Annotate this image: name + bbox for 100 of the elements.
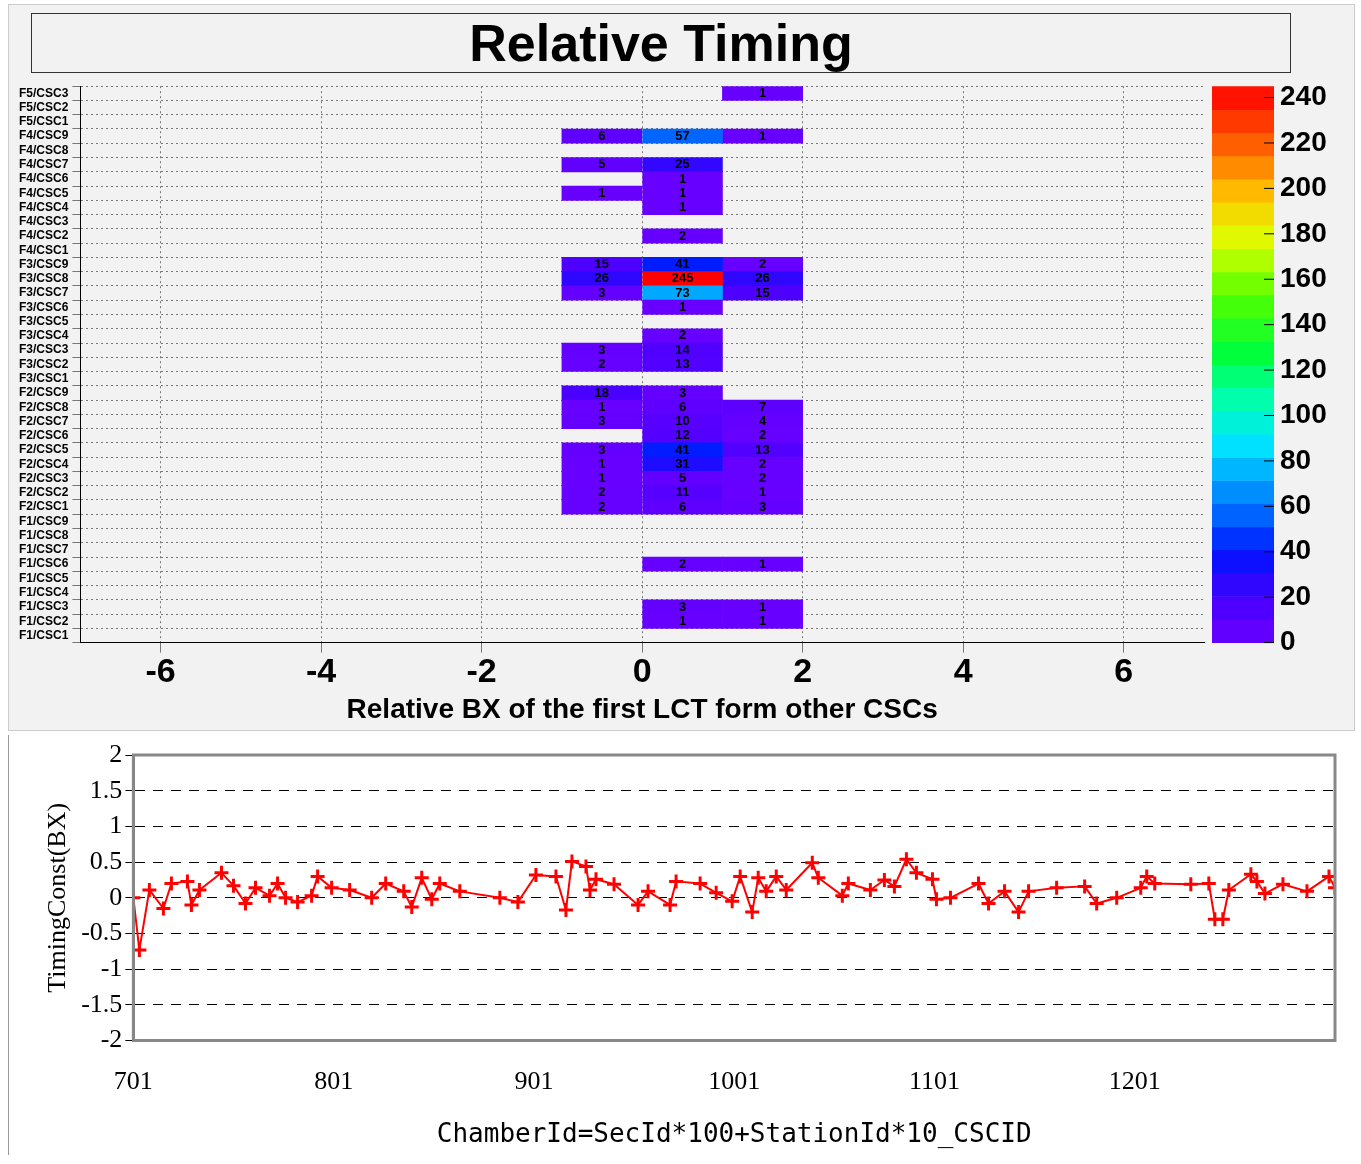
color-bar-label: 100 [1280, 398, 1327, 430]
data-label: 1 [758, 555, 767, 571]
x-tick-label: -4 [306, 651, 337, 690]
y-tick-label: F3/CSC6 [18, 299, 69, 314]
color-bar-label: 220 [1280, 125, 1327, 157]
y-tick-label: -0.5 [81, 917, 123, 947]
y-tick-label: F1/CSC5 [18, 570, 69, 585]
y-tick-label: F4/CSC8 [18, 142, 69, 157]
data-label: 13 [755, 441, 770, 457]
data-label: 2 [758, 470, 767, 486]
y-tick-label: F2/CSC8 [18, 399, 69, 414]
data-label: 1 [758, 612, 767, 628]
data-label: 6 [678, 498, 687, 514]
color-bar-label: 160 [1280, 261, 1327, 293]
data-label: 1 [758, 84, 767, 100]
color-bar-label: 140 [1280, 307, 1327, 339]
data-label: 1 [758, 598, 767, 614]
y-tick-label: F1/CSC2 [18, 613, 69, 628]
data-label: 1 [678, 184, 687, 200]
data-label: 26 [755, 270, 770, 286]
color-bar-label: 80 [1280, 443, 1312, 475]
x-tick-label: -2 [466, 651, 497, 690]
data-label: 2 [598, 355, 606, 371]
y-tick-label: F4/CSC3 [18, 214, 69, 229]
y-tick-label: F3/CSC4 [18, 328, 69, 343]
y-tick-label: F1/CSC1 [18, 627, 69, 642]
y-tick-label: F4/CSC9 [18, 128, 69, 143]
data-label: 11 [675, 484, 690, 500]
y-tick-label: F1/CSC6 [18, 556, 69, 571]
y-tick-label: F3/CSC3 [18, 342, 69, 357]
x-tick-label: 2 [793, 651, 813, 690]
y-tick-label: F4/CSC4 [18, 199, 69, 214]
data-label: 1 [598, 184, 606, 200]
y-tick-label: 1.5 [89, 774, 123, 804]
x-tick-label: 901 [514, 1066, 554, 1096]
y-tick-label: 0.5 [89, 845, 123, 875]
y-tick-label: F5/CSC1 [18, 114, 69, 129]
data-label: 3 [678, 384, 687, 400]
data-label: 2 [678, 227, 687, 243]
y-tick-label: F2/CSC1 [18, 499, 69, 514]
data-label: 3 [598, 284, 606, 300]
data-label: 2 [758, 256, 767, 272]
color-bar-label: 240 [1280, 80, 1327, 112]
color-bar-label: 120 [1280, 352, 1327, 384]
x-tick-label: 4 [953, 651, 973, 690]
y-tick-label: F3/CSC1 [18, 370, 69, 385]
y-tick-label: F3/CSC8 [18, 271, 69, 286]
data-label: 1 [678, 612, 687, 628]
x-tick-label: 1101 [908, 1066, 960, 1096]
data-label: 3 [758, 498, 767, 514]
y-tick-label: F1/CSC9 [18, 513, 69, 528]
y-tick-label: F1/CSC8 [18, 527, 69, 542]
x-tick-label: 701 [113, 1066, 153, 1096]
data-label: 7 [758, 398, 767, 414]
data-label: 2 [678, 327, 687, 343]
data-label: 2 [758, 427, 767, 443]
data-label: 2 [758, 455, 767, 471]
y-tick-label: F1/CSC3 [18, 599, 69, 614]
y-tick-label: F2/CSC6 [18, 428, 69, 443]
data-label: 3 [678, 598, 687, 614]
data-label: 4 [758, 413, 767, 429]
data-label: 26 [594, 270, 610, 286]
data-label: 31 [675, 455, 690, 471]
data-label: 6 [678, 398, 687, 414]
x-tick-label: 1001 [708, 1066, 761, 1096]
x-tick-label: -6 [145, 651, 176, 690]
y-tick-label: F2/CSC4 [18, 456, 69, 471]
color-bar-label: 40 [1280, 534, 1312, 566]
y-tick-label: 0 [109, 881, 123, 911]
x-tick-label: 6 [1114, 651, 1134, 690]
data-label: 1 [598, 470, 606, 486]
y-tick-label: F4/CSC6 [18, 171, 69, 186]
data-label: 10 [675, 413, 690, 429]
color-bar-label: 0 [1280, 625, 1296, 657]
y-tick-label: F3/CSC7 [18, 285, 69, 300]
y-tick-label: -2 [100, 1024, 123, 1054]
y-tick-label: F2/CSC3 [18, 470, 69, 485]
data-label: 3 [598, 413, 606, 429]
data-label: 41 [675, 256, 690, 272]
chart-title: Relative Timing [31, 13, 1291, 73]
y-tick-label: F3/CSC2 [18, 356, 69, 371]
x-axis-title: ChamberId=SecId*100+StationId*10_CSCID [436, 1118, 1032, 1150]
y-tick-label: -1 [100, 953, 123, 983]
x-tick-label: 1201 [1108, 1066, 1161, 1096]
data-label: 1 [598, 455, 606, 471]
y-tick-label: 1 [109, 810, 123, 840]
y-tick-label: -1.5 [81, 988, 123, 1018]
y-axis-title: TimingConst(BX) [42, 802, 72, 993]
data-label: 14 [675, 341, 691, 357]
data-label: 3 [598, 441, 606, 457]
y-tick-label: F4/CSC1 [18, 242, 69, 257]
y-tick-label: F4/CSC7 [18, 156, 69, 171]
x-tick-label: 0 [632, 651, 652, 690]
y-tick-label: F1/CSC4 [18, 584, 69, 599]
data-label: 12 [675, 427, 690, 443]
data-label: 245 [671, 270, 694, 286]
data-label: 2 [598, 498, 606, 514]
data-label: 73 [675, 284, 690, 300]
y-tick-label: F1/CSC7 [18, 542, 69, 557]
data-label: 6 [598, 127, 606, 143]
